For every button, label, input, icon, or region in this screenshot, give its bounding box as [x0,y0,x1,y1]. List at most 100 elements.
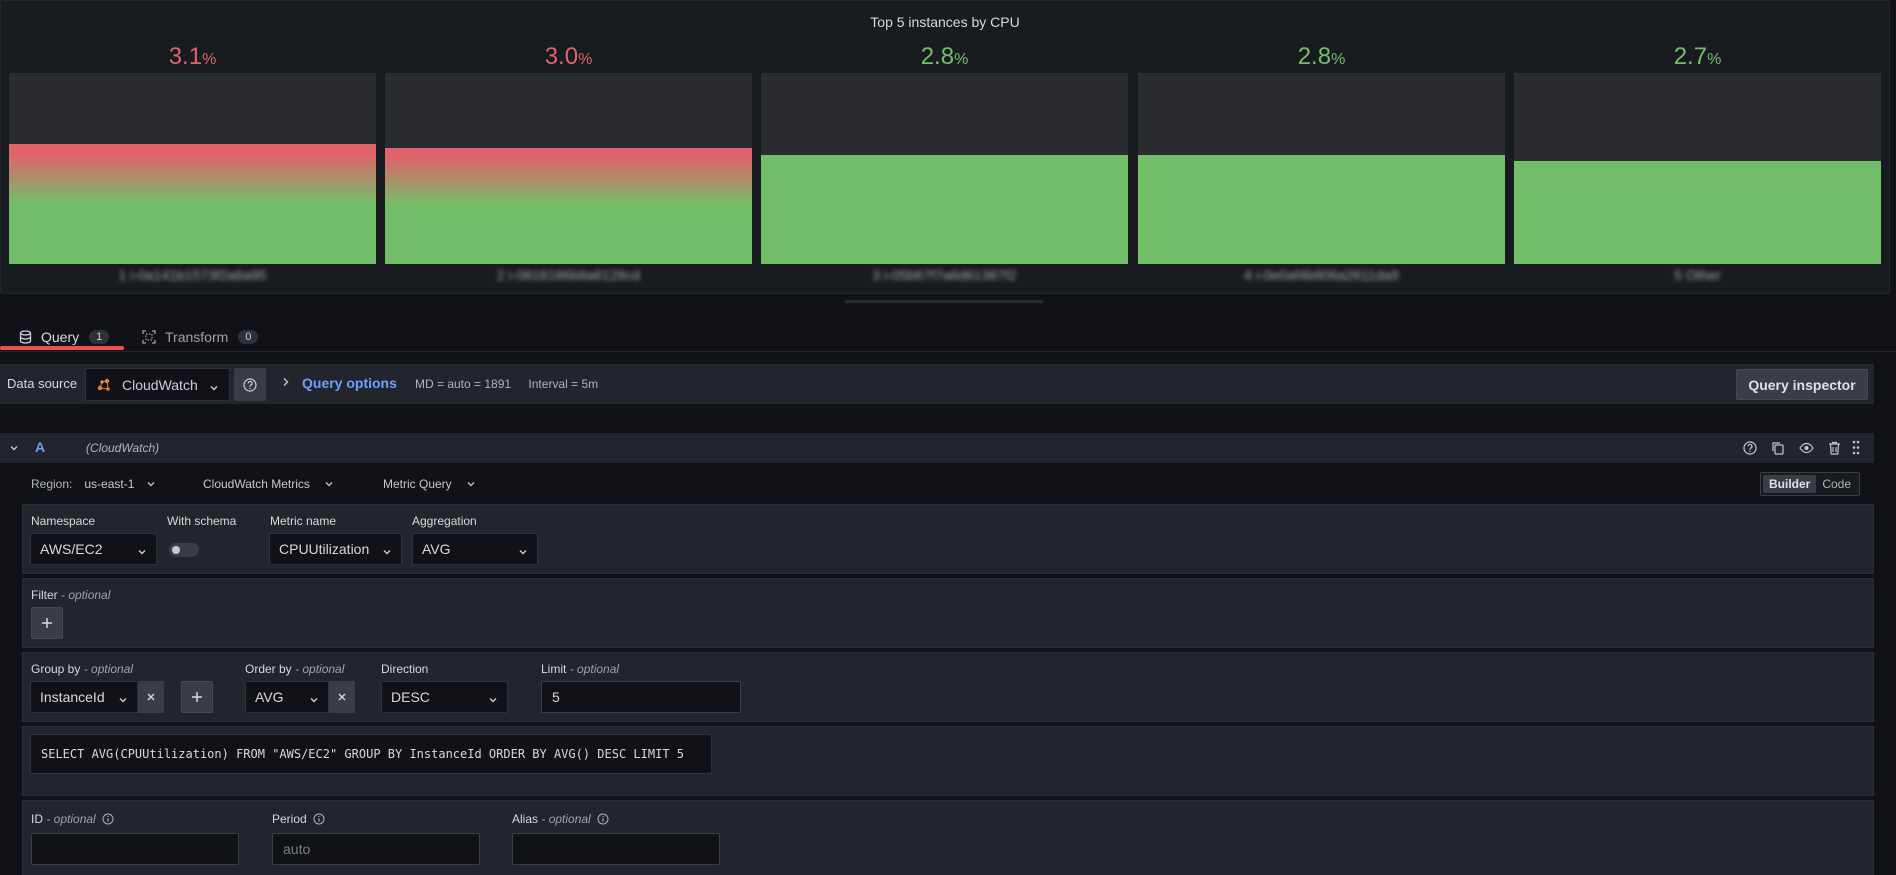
editor-mode-builder[interactable]: Builder [1763,475,1817,493]
cloudwatch-logo-icon [96,377,112,393]
trash-icon[interactable] [1828,441,1841,455]
collapse-chevron-icon[interactable] [9,443,19,453]
query-inspector-button[interactable]: Query inspector [1736,369,1868,400]
direction-value: DESC [391,689,430,705]
datasource-picker[interactable]: CloudWatch [85,368,230,401]
region-label: Region: [31,477,73,491]
panel-title: Top 5 instances by CPU [870,14,1020,30]
namespace-value: AWS/EC2 [40,541,103,557]
datasource-picker-value: CloudWatch [122,376,198,393]
aggregation-select[interactable]: AVG [412,533,538,565]
gauge-value: 2.7% [1673,43,1722,70]
transform-icon [141,329,157,345]
limit-input[interactable]: 5 [541,681,741,713]
direction-select[interactable]: DESC [381,681,508,713]
order-by-label: Order by - optional [245,662,345,676]
editor-mode-switch: Builder Code [1760,472,1861,496]
tab-query[interactable]: Query 1 [17,322,110,352]
group-by-select[interactable]: InstanceId [30,681,138,713]
datasource-label: Data source [7,376,78,391]
direction-label: Direction [381,662,429,676]
namespace-label: Namespace [31,514,96,528]
query-ref-id[interactable]: A [35,439,46,455]
gauge-bar [761,73,1128,264]
tab-query-label: Query [41,329,80,345]
plus-icon [191,691,203,703]
gauge-bar [385,73,752,264]
gauge-label: 2 i-0818186b8a8128cd [496,267,641,283]
chevron-down-icon [488,692,498,708]
chevron-down-icon [137,544,147,560]
gauge-label: 4 i-0e0af4b806a2611da9 [1244,267,1399,283]
limit-label: Limit - optional [541,662,620,676]
api-select[interactable]: CloudWatch Metrics [203,477,334,491]
order-by-select[interactable]: AVG [245,681,329,713]
query-options-summary: MD = auto = 1891 Interval = 5m [415,377,598,391]
gauge-bar [1138,73,1505,264]
api-value: CloudWatch Metrics [203,477,310,491]
datasource-help-button[interactable] [234,368,266,401]
with-schema-toggle[interactable] [169,543,199,557]
add-filter-button[interactable] [31,607,63,639]
chevron-down-icon [382,544,392,560]
chevron-down-icon [209,380,219,396]
order-by-value: AVG [255,689,284,705]
duplicate-icon[interactable] [1771,441,1785,455]
info-icon [102,813,114,825]
database-icon [17,329,33,345]
region-value: us-east-1 [84,477,135,491]
id-input[interactable] [31,833,239,865]
chevron-down-icon [118,692,128,708]
panel-resize-handle[interactable] [845,300,1043,303]
tabs-divider [0,351,1896,352]
metric-name-select[interactable]: CPUUtilization [269,533,402,565]
with-schema-label: With schema [167,514,237,528]
remove-group-by-button[interactable] [138,681,164,713]
question-circle-icon [243,377,257,392]
gauge-fill [1514,160,1881,264]
id-label: ID - optional [31,812,114,826]
group-order-section: Group by - optional InstanceId Order by … [22,652,1874,722]
query-datasource-name: (CloudWatch) [86,441,160,455]
chevron-down-icon [518,544,528,560]
plus-icon [41,617,53,629]
bar-gauge-panel: Top 5 instances by CPU 3.1% 1 i-0a141b157… [0,0,1890,294]
query-mode-select[interactable]: Metric Query [383,477,476,491]
eye-icon[interactable] [1799,441,1814,455]
gauge-label: 3 i-05b67f7a6d61387f2 [872,267,1017,283]
group-by-label: Group by - optional [31,662,134,676]
chevron-down-icon [309,692,319,708]
tab-query-count: 1 [89,330,110,344]
interval-info: Interval = 5m [528,377,599,391]
gauge-value: 3.1% [168,43,217,70]
period-input[interactable]: auto [272,833,480,865]
gauge-fill [385,147,752,264]
chevron-down-icon [466,479,476,489]
close-icon [146,692,156,702]
query-options-toggle[interactable]: Query options [302,375,397,391]
gauge-value: 3.0% [544,43,593,70]
chevron-right-icon[interactable] [282,376,290,390]
region-select[interactable]: Region: us-east-1 [31,477,156,491]
drag-handle-icon[interactable] [1852,440,1860,455]
group-by-value: InstanceId [40,689,105,705]
gauge-fill [1138,155,1505,264]
add-group-by-button[interactable] [181,681,213,713]
gauge-value: 2.8% [920,43,969,70]
remove-order-by-button[interactable] [329,681,355,713]
tab-transform[interactable]: Transform 0 [141,322,259,352]
alias-label: Alias - optional [512,812,609,826]
chevron-down-icon [146,479,156,489]
query-row-header: A (CloudWatch) [0,433,1874,463]
info-icon [597,813,609,825]
help-icon[interactable] [1743,441,1757,455]
close-icon [337,692,347,702]
alias-input[interactable] [512,833,720,865]
tab-transform-count: 0 [238,330,259,344]
aggregation-label: Aggregation [412,514,477,528]
period-label: Period [272,812,325,826]
gauge-bar [1514,73,1881,264]
tab-transform-label: Transform [165,329,229,345]
namespace-select[interactable]: AWS/EC2 [30,533,157,565]
editor-mode-code[interactable]: Code [1822,477,1852,491]
